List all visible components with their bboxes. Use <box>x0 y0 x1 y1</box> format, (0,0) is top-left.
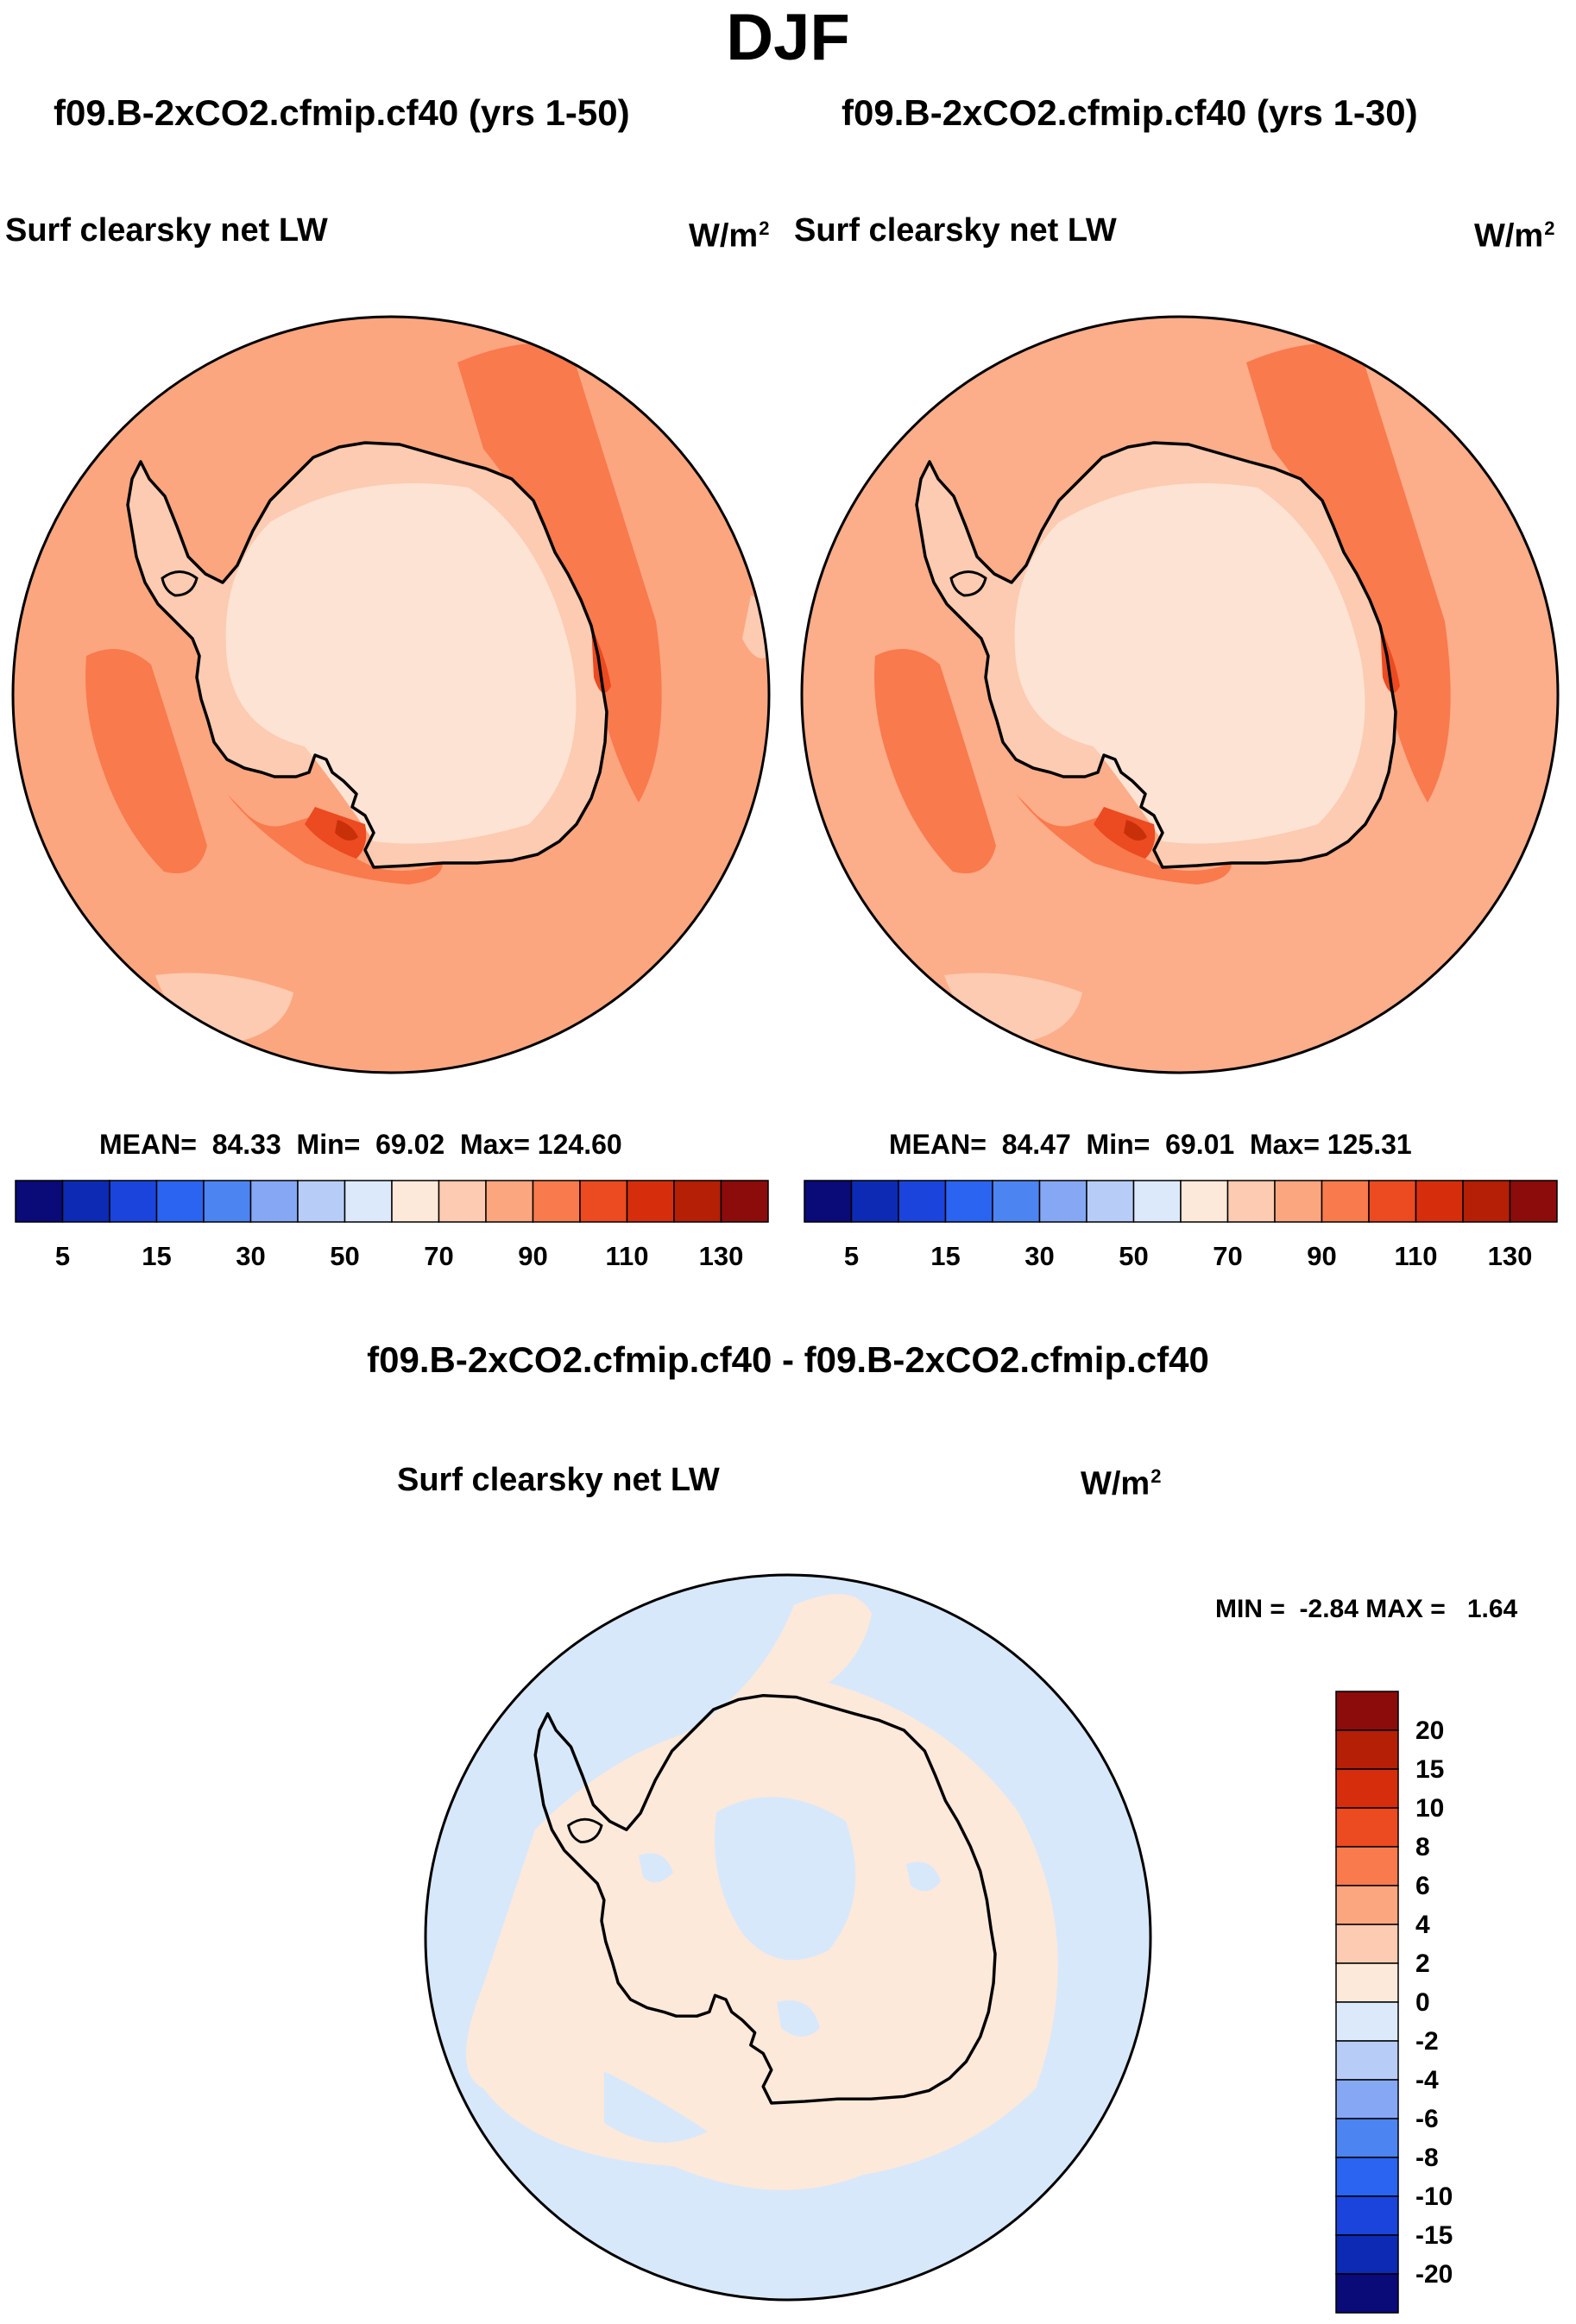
colorbar-left-tick-label: 15 <box>142 1241 171 1271</box>
panel-right-units: W/m2 <box>1474 217 1555 255</box>
colorbar-left-swatch <box>391 1180 440 1223</box>
colorbar-difference-swatch <box>1335 2234 1399 2275</box>
colorbar-left-tick-label: 130 <box>699 1241 744 1271</box>
colorbar-right-tick-label: 30 <box>1024 1241 1054 1271</box>
colorbar-right-swatch <box>1462 1180 1511 1223</box>
colorbar-difference-swatch <box>1335 2040 1399 2081</box>
colorbar-difference-tick-label: 6 <box>1415 1872 1430 1900</box>
colorbar-left-tick-label: 90 <box>518 1241 547 1271</box>
season-title: DJF <box>726 1 850 74</box>
colorbar-difference-tick-label: 2 <box>1415 1949 1430 1978</box>
colorbar-right-swatch <box>1132 1180 1182 1223</box>
colorbar-right-swatch <box>1321 1180 1370 1223</box>
colorbar-left: 5 15 30 50 70 90 110 130 <box>15 1180 769 1271</box>
colorbar-left-swatch <box>203 1180 252 1223</box>
colorbar-difference-swatch <box>1335 1691 1399 1731</box>
colorbar-right-swatch <box>1415 1180 1464 1223</box>
colorbar-left-swatch <box>438 1180 487 1223</box>
colorbar-difference-tick-label: 20 <box>1415 1716 1444 1745</box>
panel-right-case-title: f09.B-2xCO2.cfmip.cf40 (yrs 1-30) <box>842 92 1418 133</box>
colorbar-left-swatch <box>485 1180 534 1223</box>
colorbar-difference-tick-label: 15 <box>1415 1755 1444 1784</box>
colorbar-left-swatch <box>720 1180 769 1223</box>
colorbar-left-swatch <box>249 1180 299 1223</box>
colorbar-difference-tick-label: -10 <box>1415 2182 1453 2211</box>
colorbar-right-tick-label: 70 <box>1213 1241 1242 1271</box>
map-difference <box>424 1573 1152 2302</box>
colorbar-left-tick-label: 30 <box>236 1241 265 1271</box>
difference-units: W/m2 <box>1081 1465 1162 1502</box>
difference-title: f09.B-2xCO2.cfmip.cf40 - f09.B-2xCO2.cfm… <box>367 1339 1209 1380</box>
colorbar-right-tick-label: 90 <box>1307 1241 1336 1271</box>
colorbar-left-swatch <box>579 1180 628 1223</box>
colorbar-difference-swatch <box>1335 1807 1399 1848</box>
colorbar-difference-swatch <box>1335 1885 1399 1925</box>
colorbar-right-swatch <box>1509 1180 1558 1223</box>
map-left <box>11 315 771 1074</box>
colorbar-right-swatch <box>1274 1180 1323 1223</box>
colorbar-left-swatch <box>532 1180 581 1223</box>
colorbar-difference-tick-label: -6 <box>1415 2105 1439 2133</box>
colorbar-left-swatch <box>344 1180 393 1223</box>
colorbar-left-swatch <box>626 1180 675 1223</box>
colorbar-difference-tick-label: -4 <box>1415 2066 1439 2094</box>
colorbar-difference-swatch <box>1335 1962 1399 2003</box>
colorbar-left-tick-label: 5 <box>55 1241 70 1271</box>
colorbar-right-swatch <box>898 1180 947 1223</box>
map-right <box>800 315 1560 1074</box>
difference-variable: Surf clearsky net LW <box>397 1462 720 1498</box>
colorbar-left-swatch <box>673 1180 722 1223</box>
colorbar-left-tick-label: 110 <box>605 1241 648 1271</box>
panel-left-case-title: f09.B-2xCO2.cfmip.cf40 (yrs 1-50) <box>54 92 630 133</box>
colorbar-difference-swatch <box>1335 2273 1399 2314</box>
colorbar-difference-tick-label: 4 <box>1415 1911 1430 1939</box>
colorbar-difference-swatch <box>1335 1846 1399 1886</box>
difference-stats: MIN = -2.84 MAX = 1.64 <box>1215 1595 1518 1623</box>
colorbar-right-tick-label: 15 <box>930 1241 960 1271</box>
panel-left-variable: Surf clearsky net LW <box>5 212 328 249</box>
colorbar-right-swatch <box>1038 1180 1087 1223</box>
colorbar-right: 5 15 30 50 70 90 110 130 <box>804 1180 1558 1271</box>
colorbar-right-swatch <box>1368 1180 1417 1223</box>
colorbar-right-swatch <box>992 1180 1041 1223</box>
colorbar-difference-swatch <box>1335 2001 1399 2042</box>
colorbar-difference-tick-label: -8 <box>1415 2144 1439 2172</box>
colorbar-right-swatch <box>1086 1180 1135 1223</box>
colorbar-difference-swatch <box>1335 1924 1399 1964</box>
colorbar-right-tick-label: 50 <box>1119 1241 1148 1271</box>
colorbar-difference-tick-label: -15 <box>1415 2221 1453 2250</box>
colorbar-right-swatch <box>944 1180 993 1223</box>
colorbar-difference-tick-label: -2 <box>1415 2027 1439 2056</box>
colorbar-right-tick-label: 5 <box>844 1241 859 1271</box>
panel-left-stats: MEAN= 84.33 Min= 69.02 Max= 124.60 <box>99 1129 622 1160</box>
colorbar-difference-tick-label: -20 <box>1415 2260 1453 2289</box>
colorbar-left-swatch <box>15 1180 64 1223</box>
panel-right-variable: Surf clearsky net LW <box>794 212 1117 249</box>
colorbar-difference-tick-label: 8 <box>1415 1833 1430 1861</box>
colorbar-difference-tick-label: 0 <box>1415 1988 1430 2017</box>
colorbar-right-tick-label: 130 <box>1488 1241 1533 1271</box>
colorbar-difference-swatch <box>1335 1729 1399 1770</box>
colorbar-difference-swatch <box>1335 2195 1399 2236</box>
colorbar-left-swatch <box>61 1180 110 1223</box>
colorbar-right-swatch <box>1226 1180 1276 1223</box>
colorbar-left-swatch <box>297 1180 346 1223</box>
colorbar-left-swatch <box>155 1180 205 1223</box>
colorbar-left-tick-label: 50 <box>330 1241 359 1271</box>
colorbar-left-swatch <box>109 1180 158 1223</box>
colorbar-difference-swatch <box>1335 2079 1399 2119</box>
colorbar-difference-swatch <box>1335 2157 1399 2197</box>
colorbar-right-swatch <box>850 1180 899 1223</box>
colorbar-difference-tick-label: 10 <box>1415 1794 1444 1823</box>
colorbar-difference-swatch <box>1335 1768 1399 1809</box>
colorbar-right-swatch <box>804 1180 853 1223</box>
panel-left-units: W/m2 <box>689 217 770 255</box>
colorbar-left-tick-label: 70 <box>424 1241 453 1271</box>
colorbar-right-swatch <box>1180 1180 1229 1223</box>
panel-right-stats: MEAN= 84.47 Min= 69.01 Max= 125.31 <box>889 1129 1412 1160</box>
colorbar-difference-swatch <box>1335 2118 1399 2158</box>
colorbar-right-tick-label: 110 <box>1394 1241 1437 1271</box>
